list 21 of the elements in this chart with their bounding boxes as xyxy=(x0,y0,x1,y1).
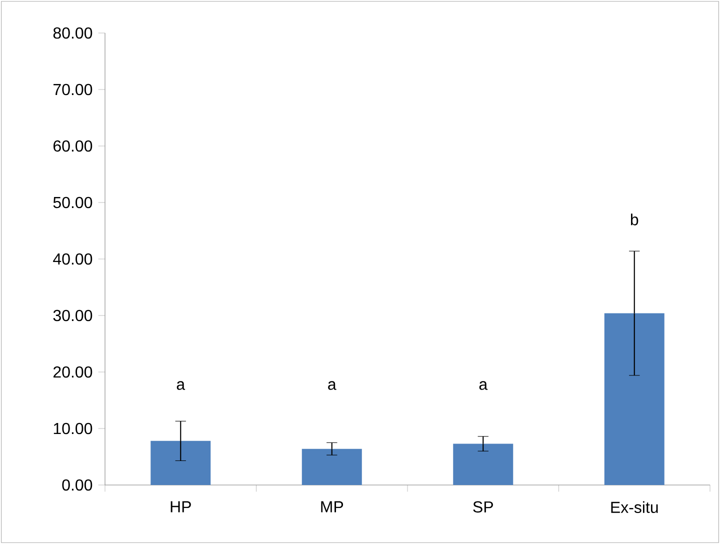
annotation: a xyxy=(328,381,336,390)
x-tick-label: MP xyxy=(321,501,344,512)
y-tick-label: 70.00 xyxy=(54,84,92,96)
annotation: a xyxy=(479,381,488,390)
y-tick-label: 20.00 xyxy=(53,366,92,378)
x-tick-label: HP xyxy=(170,501,191,512)
bar xyxy=(150,440,211,485)
bar xyxy=(453,444,514,485)
x-tick-label: SP xyxy=(473,501,493,513)
x-tick-label: Ex-situ xyxy=(611,501,658,514)
bar xyxy=(302,448,362,485)
y-tick-label: 80.00 xyxy=(53,27,92,39)
annotation: b xyxy=(630,214,638,226)
y-tick-label: 50.00 xyxy=(53,196,92,208)
bar xyxy=(604,313,664,485)
y-tick-label: 0.00 xyxy=(62,479,92,491)
y-tick-label: 60.00 xyxy=(54,140,92,152)
y-tick-label: 10.00 xyxy=(54,422,92,434)
annotation: a xyxy=(176,381,186,390)
y-tick-label: 40.00 xyxy=(53,253,92,265)
y-tick-label: 30.00 xyxy=(53,310,92,322)
